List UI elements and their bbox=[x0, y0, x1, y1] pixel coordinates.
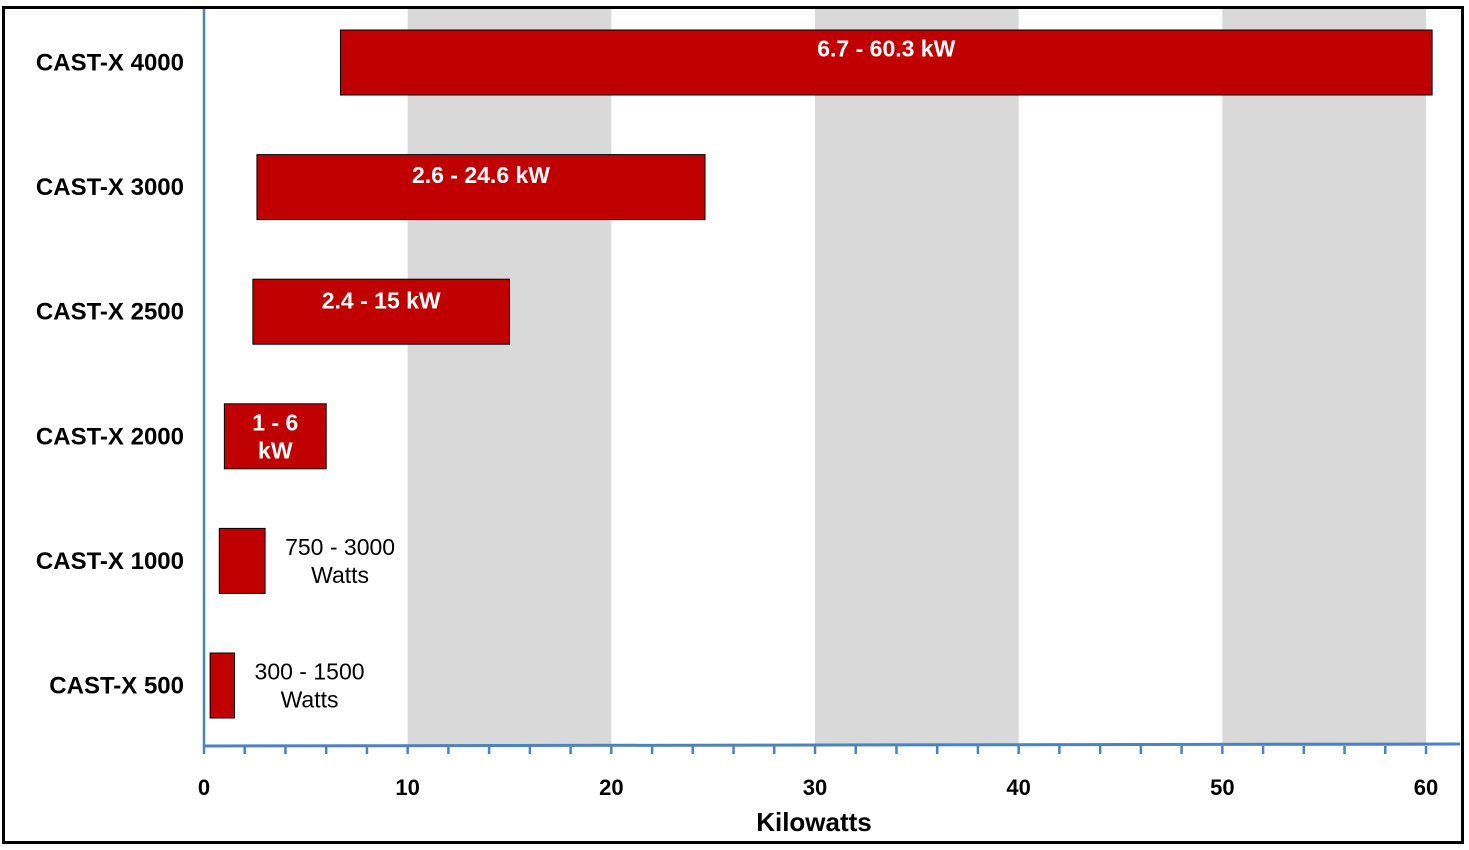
x-tick-label: 20 bbox=[599, 775, 623, 800]
grid-band bbox=[407, 9, 612, 746]
x-tick-label: 10 bbox=[395, 775, 419, 800]
category-label: CAST-X 4000 bbox=[36, 50, 184, 77]
range-bar bbox=[256, 154, 706, 221]
background-bands bbox=[407, 9, 1426, 746]
category-labels: CAST-X 4000 CAST-X 3000 CAST-X 2500 CAST-X … bbox=[36, 50, 184, 700]
x-tick-label: 40 bbox=[1006, 775, 1030, 800]
range-bar bbox=[218, 527, 266, 594]
axes bbox=[202, 9, 1461, 754]
category-label: CAST-X 500 bbox=[49, 673, 184, 700]
grid-band bbox=[1222, 9, 1426, 746]
bar-value-label: 2.4 - 15 kW bbox=[322, 288, 441, 314]
bar-value-label-line: 300 - 1500 bbox=[255, 659, 365, 685]
range-bar bbox=[209, 652, 236, 719]
category-label: CAST-X 2500 bbox=[36, 299, 184, 326]
bar-value-label-line: 6.7 - 60.3 kW bbox=[817, 36, 955, 62]
bar-value-label: 1 - 6 kW bbox=[252, 409, 298, 463]
range-bar bbox=[223, 403, 327, 470]
bar-value-label: 750 - 3000 Watts bbox=[285, 534, 395, 588]
bar-value-label-line: kW bbox=[258, 437, 293, 463]
x-tick-label: 30 bbox=[803, 775, 827, 800]
bar-value-label-line: 2.4 - 15 kW bbox=[322, 288, 441, 314]
bar-value-label-line: Watts bbox=[281, 687, 339, 713]
x-tick-label: 50 bbox=[1210, 775, 1234, 800]
grid-band bbox=[815, 9, 1019, 746]
x-tick-label: 60 bbox=[1414, 775, 1438, 800]
bar-value-label: 300 - 1500 Watts bbox=[255, 659, 365, 713]
bar-value-label: 2.6 - 24.6 kW bbox=[412, 162, 550, 188]
category-label: CAST-X 1000 bbox=[36, 548, 184, 575]
range-bars: 6.7 - 60.3 kW 2.6 - 24.6 kW 2.4 - 15 kW 1 -… bbox=[209, 29, 1433, 719]
category-label: CAST-X 2000 bbox=[36, 423, 184, 450]
x-axis-line bbox=[203, 742, 1461, 748]
range-bar bbox=[339, 29, 1433, 96]
x-tick-label: 0 bbox=[198, 775, 210, 800]
bar-value-label-line: Watts bbox=[311, 562, 369, 588]
category-label: CAST-X 3000 bbox=[36, 174, 184, 201]
bar-value-label-line: 2.6 - 24.6 kW bbox=[412, 162, 550, 188]
bar-value-label-line: 1 - 6 bbox=[252, 409, 298, 435]
bar-value-label-line: 750 - 3000 bbox=[285, 534, 395, 560]
bar-value-label: 6.7 - 60.3 kW bbox=[817, 36, 955, 62]
x-axis-title: Kilowatts bbox=[756, 807, 872, 837]
x-tick-labels: 0 10 20 30 40 50 60 bbox=[198, 775, 1438, 800]
range-bar bbox=[252, 278, 510, 345]
